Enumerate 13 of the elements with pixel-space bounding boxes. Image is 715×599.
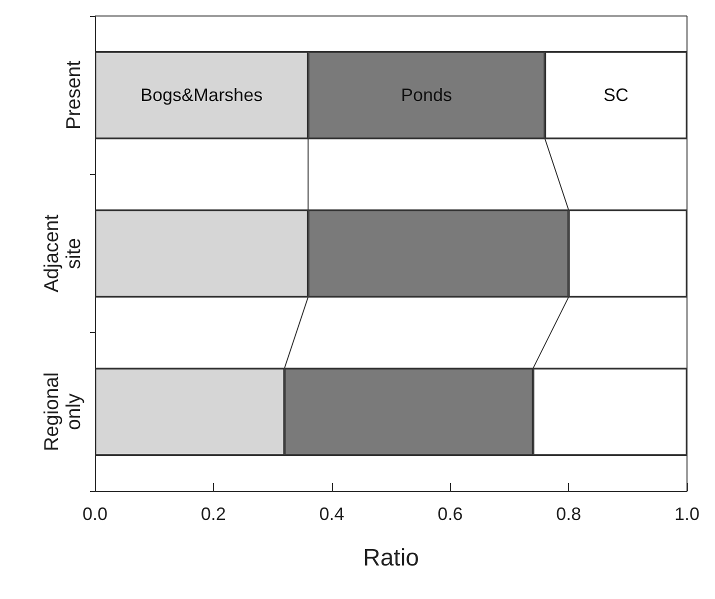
x-tick-label: 0.0 xyxy=(82,504,108,524)
y-tick-label: Regional only xyxy=(41,372,85,452)
x-tick-label: 0.4 xyxy=(319,504,344,524)
y-tick-label: Adjacent site xyxy=(41,214,85,292)
series-label: SC xyxy=(603,85,628,106)
x-tick-label: 1.0 xyxy=(674,504,700,524)
y-tick-label: Present xyxy=(63,60,85,130)
series-label: Bogs&Marshes xyxy=(140,85,263,106)
x-tick-label: 0.8 xyxy=(556,504,582,524)
x-tick-label: 0.2 xyxy=(200,504,226,524)
series-label: Ponds xyxy=(400,85,452,106)
x-axis-title: Ratio xyxy=(362,544,420,572)
x-tick-label: 0.6 xyxy=(438,504,463,524)
